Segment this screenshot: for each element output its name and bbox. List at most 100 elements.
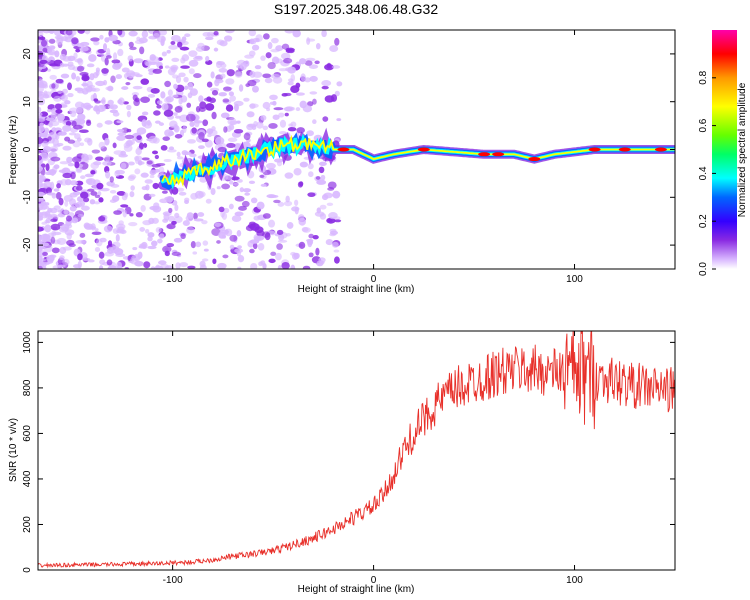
heatmap-noise-blob	[40, 205, 50, 210]
heatmap-noise-blob	[97, 48, 106, 54]
heatmap-noise-blob	[233, 128, 244, 134]
heatmap-noise-blob	[51, 127, 57, 133]
heatmap-noise-blob	[144, 179, 153, 184]
heatmap-noise-blob	[218, 206, 225, 213]
heatmap-noise-blob	[173, 112, 178, 116]
heatmap-noise-blob	[52, 231, 62, 236]
heatmap-noise-blob	[287, 81, 294, 86]
heatmap-noise-blob	[64, 136, 71, 142]
heatmap-noise-blob	[68, 132, 77, 136]
colorbar-tick-label: 0.0	[698, 262, 709, 276]
heatmap-noise-blob	[150, 266, 156, 269]
heatmap-noise-blob	[295, 92, 305, 96]
heatmap-peak	[337, 147, 350, 152]
heatmap-noise-blob	[222, 98, 230, 103]
heatmap-noise-blob	[283, 200, 293, 207]
heatmap-noise-blob	[257, 242, 265, 251]
heatmap-noise-blob	[84, 137, 92, 143]
heatmap-noise-blob	[270, 251, 277, 257]
heatmap-x-tick-label: 0	[371, 274, 377, 285]
heatmap-noise-blob	[308, 233, 314, 239]
heatmap-noise-blob	[265, 52, 272, 59]
heatmap-noise-blob	[52, 265, 61, 269]
heatmap-y-label: Frequency (Hz)	[8, 116, 19, 185]
heatmap-noise-blob	[47, 51, 57, 56]
heatmap-noise-blob	[147, 232, 155, 238]
heatmap-noise-blob	[71, 156, 82, 164]
heatmap-noise-blob	[122, 209, 127, 218]
colorbar-ticks: 0.0 0.2 0.4 0.6 0.8	[698, 70, 716, 276]
heatmap-noise-blob	[117, 99, 123, 105]
heatmap-noise-blob	[216, 240, 221, 244]
heatmap-noise-blob	[82, 80, 87, 89]
heatmap-noise-blob	[107, 85, 114, 92]
heatmap-noise-blob	[71, 72, 77, 80]
heatmap-noise-blob	[223, 35, 233, 42]
heatmap-noise-blob	[248, 30, 257, 37]
heatmap-noise-blob	[84, 159, 89, 164]
heatmap-noise-blob	[106, 259, 113, 266]
heatmap-noise-blob	[309, 91, 318, 95]
heatmap-noise-blob	[96, 122, 103, 128]
heatmap-noise-blob	[179, 46, 190, 51]
heatmap-peak	[528, 157, 541, 162]
heatmap-noise-blob	[222, 86, 232, 92]
heatmap-noise-blob	[176, 156, 184, 160]
heatmap-noise-blob	[49, 74, 57, 80]
heatmap-noise-blob	[214, 222, 222, 227]
heatmap-noise-blob	[274, 158, 284, 163]
heatmap-noise-blob	[185, 113, 196, 122]
heatmap-noise-blob	[104, 57, 109, 66]
heatmap-noise-blob	[315, 42, 321, 50]
heatmap-noise-blob	[295, 107, 301, 112]
heatmap-noise-blob	[174, 105, 183, 113]
heatmap-noise-blob	[113, 210, 122, 215]
heatmap-noise-blob	[171, 57, 180, 62]
heatmap-noise-blob	[68, 243, 76, 248]
heatmap-noise-blob	[243, 97, 250, 102]
heatmap-noise-blob	[111, 241, 121, 248]
heatmap-noise-blob	[138, 142, 144, 150]
heatmap-noise-blob	[231, 215, 242, 222]
heatmap-peak	[588, 147, 601, 152]
heatmap-noise-blob	[101, 68, 109, 74]
snr-x-tick-label: 100	[566, 575, 583, 586]
heatmap-noise-blob	[195, 241, 202, 248]
heatmap-noise-blob	[55, 78, 64, 84]
heatmap-noise-blob	[159, 263, 170, 269]
heatmap-noise-blob	[187, 92, 193, 99]
heatmap-noise-blob	[162, 245, 172, 253]
heatmap-noise-blob	[226, 69, 235, 77]
heatmap-noise-blob	[80, 175, 86, 180]
heatmap-noise-blob	[326, 202, 334, 207]
heatmap-noise-blob	[302, 227, 311, 233]
heatmap-noise-blob	[210, 187, 216, 196]
heatmap-noise-blob	[55, 192, 62, 200]
heatmap-noise-blob	[173, 237, 183, 243]
heatmap-noise-blob	[38, 78, 44, 86]
heatmap-noise-blob	[45, 163, 50, 172]
heatmap-noise-blob	[188, 68, 195, 75]
heatmap-noise-blob	[336, 118, 342, 122]
heatmap-noise-blob	[198, 95, 204, 103]
heatmap-noise-blob	[312, 234, 319, 240]
heatmap-noise-blob	[38, 191, 46, 197]
heatmap-noise-blob	[90, 87, 101, 92]
heatmap-noise-blob	[189, 153, 197, 158]
heatmap-noise-blob	[299, 161, 309, 168]
heatmap-noise-blob	[180, 233, 186, 240]
heatmap-noise-blob	[285, 49, 295, 54]
heatmap-noise-blob	[226, 142, 236, 149]
heatmap-noise-blob	[50, 218, 58, 223]
heatmap-noise-blob	[229, 244, 235, 250]
heatmap-noise-blob	[158, 166, 165, 175]
heatmap-noise-blob	[134, 156, 140, 165]
heatmap-noise-blob	[38, 92, 43, 97]
heatmap-noise-blob	[134, 168, 141, 175]
heatmap-noise-blob	[39, 175, 44, 183]
heatmap-noise-blob	[176, 151, 181, 157]
heatmap-noise-blob	[162, 136, 171, 141]
heatmap-noise-blob	[285, 232, 291, 237]
heatmap-noise-blob	[81, 257, 91, 261]
